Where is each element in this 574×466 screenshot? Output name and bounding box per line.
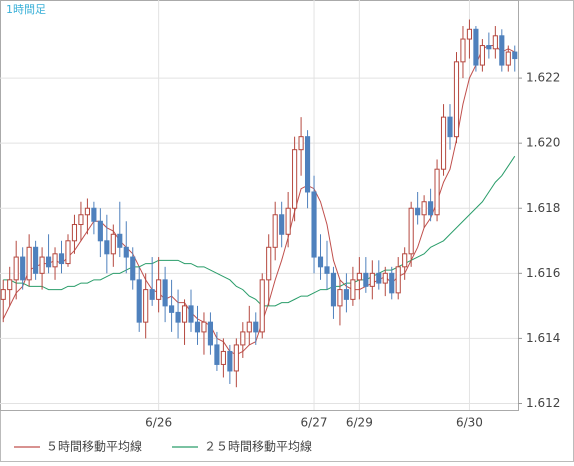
candle-body bbox=[272, 214, 278, 248]
plot-area bbox=[0, 0, 519, 411]
candle-body bbox=[369, 272, 375, 287]
candle-body bbox=[20, 256, 26, 281]
candle-body bbox=[343, 289, 349, 300]
candle-body bbox=[279, 214, 285, 235]
candle-body bbox=[201, 321, 207, 333]
candle-body bbox=[207, 321, 214, 346]
candle-body bbox=[350, 279, 356, 300]
chart-title: 1時間足 bbox=[6, 3, 46, 16]
candle-body bbox=[356, 272, 362, 281]
candle-body bbox=[26, 246, 32, 281]
candle-body bbox=[123, 246, 129, 258]
candle-body bbox=[227, 350, 233, 372]
candle-body bbox=[97, 220, 103, 242]
candle-body bbox=[104, 240, 110, 255]
candle-body bbox=[337, 289, 343, 307]
candle-body bbox=[473, 28, 479, 66]
candle-body bbox=[233, 344, 239, 372]
candle-body bbox=[266, 246, 272, 281]
candle-body bbox=[91, 207, 97, 222]
candle-body bbox=[253, 321, 259, 333]
x-tick-label: 6/26 bbox=[145, 416, 172, 430]
candle-body bbox=[428, 201, 434, 216]
candle-body bbox=[317, 256, 324, 268]
x-tick-label: 6/29 bbox=[346, 416, 373, 430]
candle-body bbox=[421, 201, 427, 216]
candle-body bbox=[110, 233, 116, 255]
candle-body bbox=[512, 51, 518, 60]
y-tick-label: 1.618 bbox=[526, 201, 560, 215]
candle-body bbox=[499, 35, 505, 66]
candle-body bbox=[466, 28, 473, 40]
candle-body bbox=[440, 116, 447, 170]
candle-body bbox=[58, 253, 65, 265]
candle-body bbox=[175, 311, 181, 323]
legend-label: ５時間移動平均線 bbox=[46, 439, 142, 454]
candle-body bbox=[33, 246, 39, 274]
candle-body bbox=[71, 224, 78, 242]
candle-body bbox=[156, 279, 162, 300]
candle-body bbox=[434, 168, 440, 216]
legend-label: ２５時間移動平均線 bbox=[204, 439, 312, 454]
candle-body bbox=[7, 279, 13, 291]
candle-body bbox=[13, 256, 19, 281]
candle-body bbox=[324, 266, 330, 274]
candle-body bbox=[415, 207, 421, 216]
candle-body bbox=[486, 45, 492, 50]
candle-body bbox=[240, 331, 246, 346]
candle-body bbox=[0, 289, 6, 300]
candle-body bbox=[136, 279, 142, 323]
candle-body bbox=[149, 289, 155, 300]
candle-body bbox=[39, 256, 45, 274]
candle-body bbox=[395, 266, 401, 294]
candle-body bbox=[162, 279, 168, 307]
candle-body bbox=[52, 253, 58, 268]
candle-body bbox=[143, 289, 149, 323]
candle-body bbox=[259, 279, 265, 333]
candle-body bbox=[45, 256, 52, 268]
candle-body bbox=[460, 38, 466, 63]
candle-body bbox=[181, 305, 188, 323]
candle-body bbox=[298, 136, 304, 151]
x-tick-label: 6/30 bbox=[456, 416, 483, 430]
candle-body bbox=[330, 272, 337, 307]
candle-body bbox=[389, 272, 395, 294]
candle-body bbox=[311, 191, 317, 258]
candle-body bbox=[130, 256, 136, 281]
y-tick-label: 1.620 bbox=[526, 136, 560, 150]
candle-body bbox=[479, 45, 485, 66]
candle-body bbox=[408, 207, 414, 255]
candle-body bbox=[117, 233, 123, 248]
candle-body bbox=[214, 344, 220, 365]
candle-body bbox=[453, 61, 460, 138]
candle-body bbox=[304, 136, 311, 193]
y-tick-label: 1.622 bbox=[526, 71, 560, 85]
candle-body bbox=[402, 253, 408, 268]
candle-body bbox=[292, 149, 298, 209]
candle-body bbox=[246, 321, 252, 333]
candle-body bbox=[363, 272, 369, 287]
y-tick-label: 1.612 bbox=[526, 396, 560, 410]
candle-body bbox=[376, 272, 382, 284]
candle-body bbox=[78, 214, 84, 226]
candle-body bbox=[382, 272, 388, 284]
x-tick-label: 6/27 bbox=[301, 416, 328, 430]
candle-body bbox=[285, 207, 291, 235]
candle-body bbox=[194, 321, 201, 333]
candle-body bbox=[492, 35, 498, 50]
candle-body bbox=[220, 350, 226, 365]
candle-body bbox=[65, 240, 71, 265]
candle-body bbox=[447, 116, 453, 138]
moving-average-line bbox=[3, 155, 516, 307]
candle-body bbox=[84, 207, 90, 216]
moving-average-line bbox=[2, 45, 515, 356]
y-tick-label: 1.616 bbox=[526, 266, 560, 280]
y-tick-label: 1.614 bbox=[526, 331, 560, 345]
candle-body bbox=[169, 305, 175, 313]
candle-body bbox=[505, 51, 511, 66]
candle-body bbox=[188, 305, 194, 323]
